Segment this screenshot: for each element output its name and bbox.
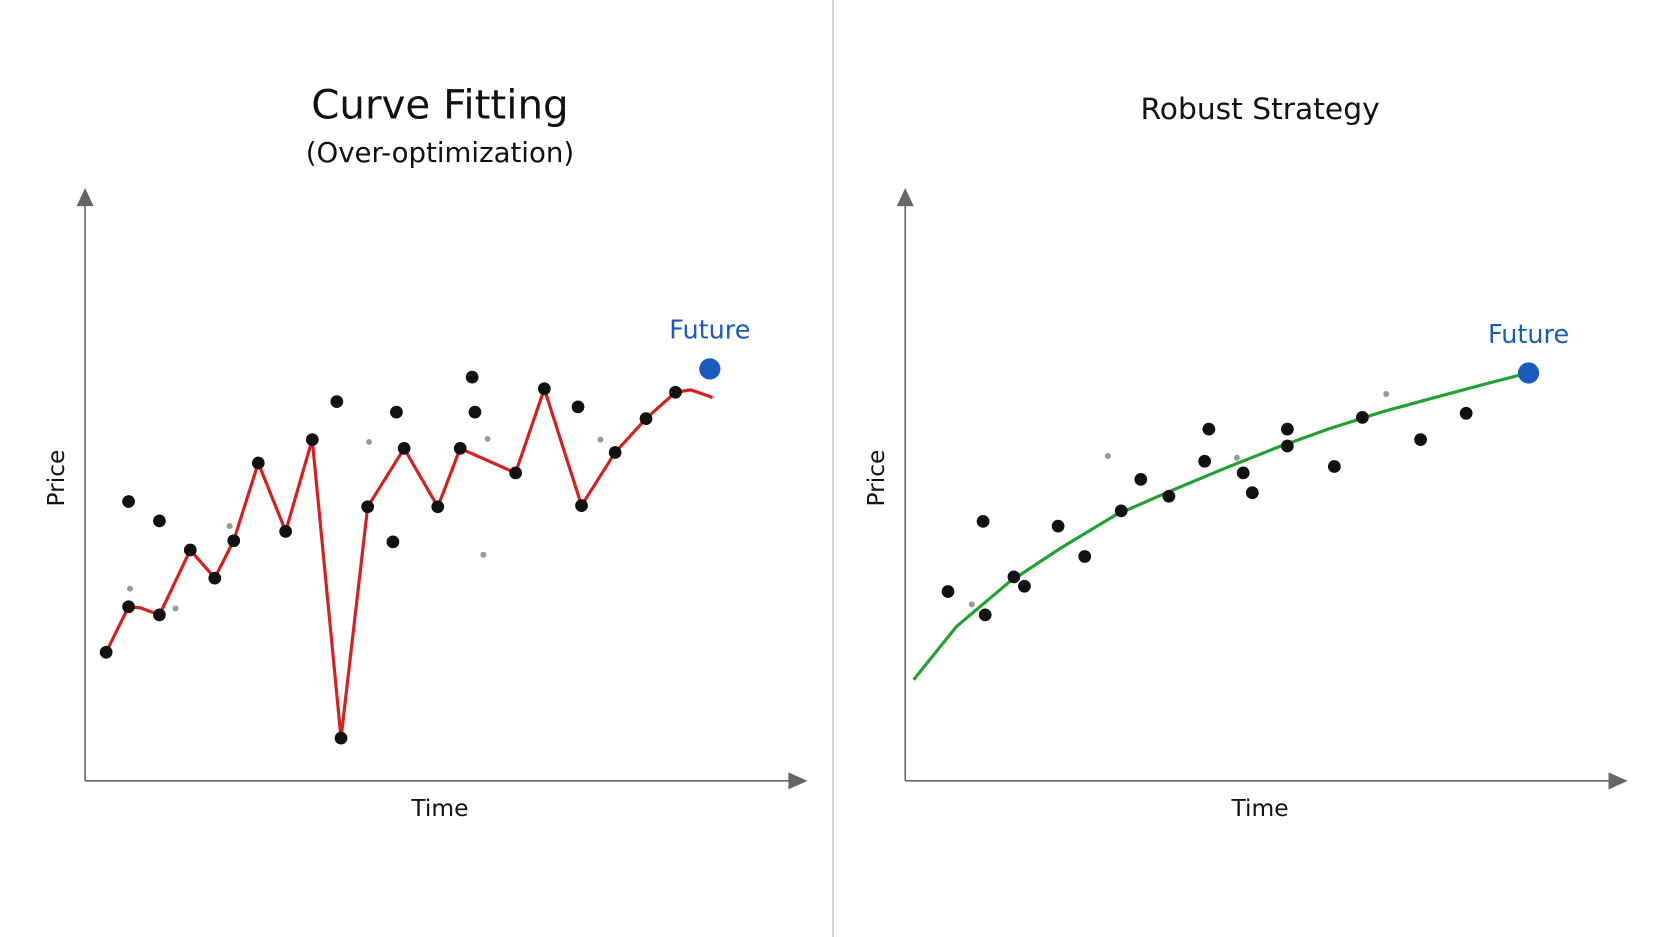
y-axis-arrow [76,188,94,207]
data-point [361,500,375,514]
future-point [699,358,721,380]
data-point [509,466,522,480]
data-point [431,500,445,514]
data-point [453,441,467,455]
data-point [1202,422,1216,436]
data-point [1114,504,1128,518]
data-point [941,585,955,598]
data-point [608,446,622,459]
data-point [1414,433,1427,446]
data-point [1233,454,1240,461]
x-axis-arrow [1608,772,1628,790]
data-point [334,731,348,745]
future-label: Future [1488,320,1569,350]
data-point [575,499,588,513]
x-axis-label: Time [410,794,468,822]
data-point [537,382,551,396]
data-point [978,608,992,622]
data-point [1280,439,1294,453]
data-point [571,400,585,414]
data-point [153,514,166,528]
data-point [976,515,990,528]
data-point [251,456,265,470]
data-point [172,605,179,612]
data-point [1134,472,1148,486]
data-point [1236,466,1250,480]
data-point [386,535,400,549]
data-point [183,543,197,557]
chart-title: Curve Fitting [311,81,568,128]
data-point [126,585,133,592]
data-point [1280,422,1294,436]
data-point [1104,452,1111,459]
data-point [208,571,222,585]
data-point [468,405,482,419]
y-axis-label: Price [42,450,70,507]
data-point [1383,391,1390,398]
data-point [1162,489,1176,503]
data-point [279,524,293,538]
data-point [1327,460,1341,473]
chart-subtitle: (Over-optimization) [306,136,574,169]
data-point [397,441,411,455]
data-point [465,370,479,384]
data-point [390,405,403,419]
data-point [1459,406,1473,420]
data-point [1078,550,1092,563]
x-axis-arrow [788,772,808,790]
data-point [480,551,487,558]
future-label: Future [669,316,750,346]
data-point [366,438,373,445]
data-point [639,412,653,425]
data-point [227,534,241,548]
data-point [968,601,975,608]
data-point [597,436,604,443]
data-point [484,436,491,442]
data-point [122,600,135,614]
data-point [1198,454,1212,468]
data-point [1051,519,1065,533]
data-point [153,608,166,622]
data-point [226,523,233,530]
data-point [122,495,135,508]
fit-line [912,371,1529,681]
data-point [330,395,344,408]
y-axis-label: Price [862,450,890,507]
data-point [1245,486,1259,500]
data-point [99,645,113,659]
y-axis-arrow [896,188,914,207]
data-point [305,433,319,446]
future-point [1517,362,1540,384]
data-point [1007,570,1021,584]
x-axis-label: Time [1230,794,1288,822]
chart-title: Robust Strategy [1140,92,1379,127]
data-point [1018,579,1031,593]
data-point [669,385,682,399]
data-point [1356,411,1369,424]
